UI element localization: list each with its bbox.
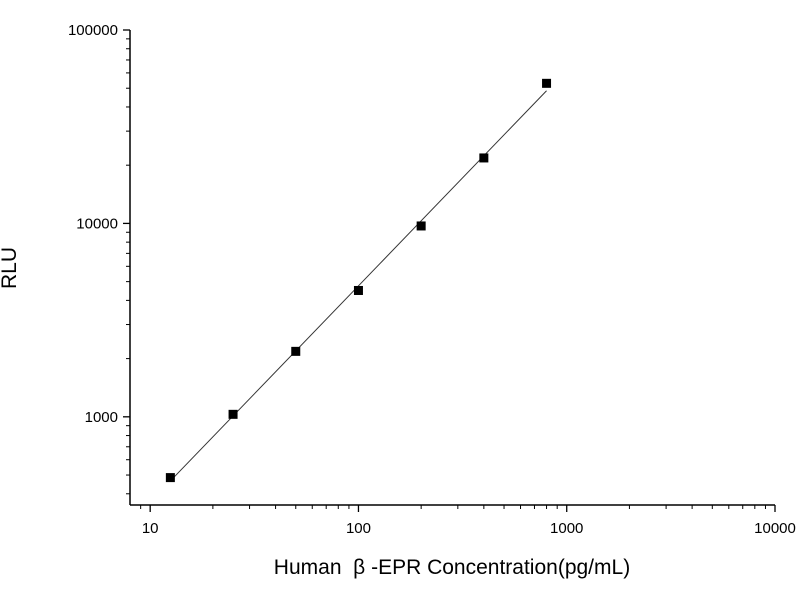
- plot-frame: [129, 30, 775, 506]
- data-point: [479, 153, 489, 163]
- data-point: [353, 285, 363, 295]
- x-tick-label: 10: [142, 520, 159, 537]
- data-points: [165, 78, 552, 483]
- y-axis-title: RLU: [0, 247, 21, 289]
- x-tick-label: 100: [346, 520, 371, 537]
- y-tick-label: 10000: [76, 215, 118, 232]
- data-point: [416, 221, 426, 231]
- y-axis-ticks: 1000 10000 100000: [68, 22, 130, 495]
- x-tick-label: 1000: [550, 520, 583, 537]
- x-axis-title: Human β -EPR Concentration(pg/mL): [274, 556, 630, 579]
- data-point: [542, 78, 552, 88]
- data-point: [165, 473, 175, 483]
- x-tick-label: 10000: [754, 520, 796, 537]
- data-point: [228, 409, 238, 419]
- x-axis-ticks: 10 100 1000 10000: [140, 505, 796, 537]
- y-tick-label: 1000: [85, 409, 118, 426]
- fit-line-layer: [170, 90, 547, 482]
- y-tick-label: 100000: [68, 22, 118, 39]
- data-point: [291, 346, 301, 356]
- fit-line: [170, 90, 547, 482]
